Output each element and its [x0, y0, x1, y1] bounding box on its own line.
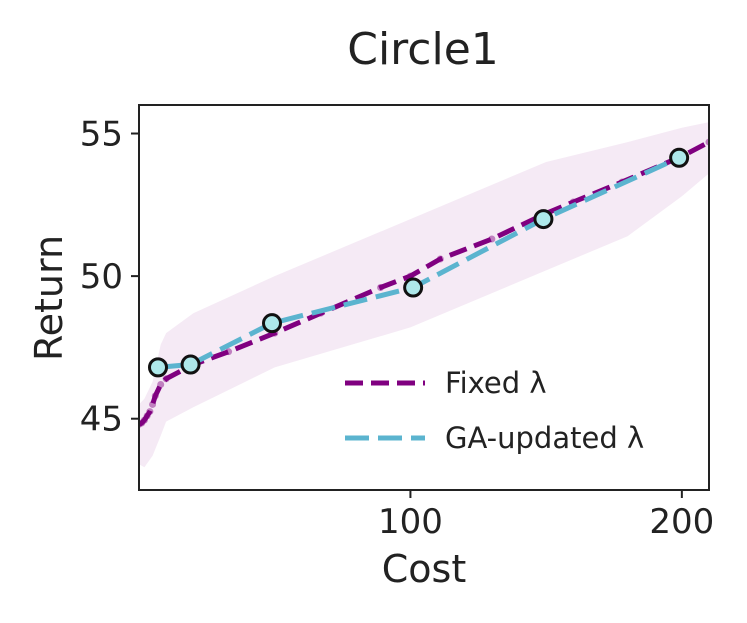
data-point-fixed — [151, 392, 159, 400]
y-tick-label: 45 — [80, 400, 123, 440]
series-line-fixed — [139, 139, 709, 427]
data-point-fixed — [157, 380, 165, 388]
data-point-fixed — [139, 419, 146, 427]
axis-ticks: 100 200 45 50 55 — [80, 115, 715, 542]
y-tick-label: 55 — [80, 115, 123, 155]
data-point-fixed — [162, 375, 170, 383]
plot-clip-group — [139, 122, 709, 468]
plot-area — [139, 122, 709, 468]
series-line-ga — [157, 155, 681, 370]
data-point-fixed — [143, 412, 151, 420]
data-point-ga — [403, 277, 424, 298]
data-point-fixed — [488, 235, 496, 243]
legend: Fixed λ GA-updated λ — [345, 366, 644, 455]
chart-title: Circle1 — [347, 24, 499, 75]
data-point-ga — [148, 357, 168, 378]
data-point-fixed — [149, 400, 157, 408]
data-point-ga — [669, 147, 690, 168]
plot-frame — [138, 104, 710, 491]
legend-label: Fixed λ — [445, 366, 547, 400]
x-tick-label: 100 — [378, 502, 443, 542]
x-axis-label: Cost — [382, 547, 466, 591]
x-tick-label: 200 — [649, 502, 714, 542]
data-point-fixed — [436, 255, 444, 263]
y-tick-label: 50 — [80, 257, 123, 297]
data-point-fixed — [377, 284, 385, 292]
data-point-fixed — [140, 416, 148, 424]
data-point-ga — [262, 313, 282, 334]
data-point-fixed — [146, 408, 154, 416]
legend-label: GA-updated λ — [445, 421, 644, 455]
y-axis-label: Return — [27, 235, 71, 361]
confidence-band — [139, 122, 709, 468]
data-point-ga — [180, 354, 201, 375]
data-point-fixed — [225, 348, 233, 356]
data-point-ga — [533, 209, 554, 230]
